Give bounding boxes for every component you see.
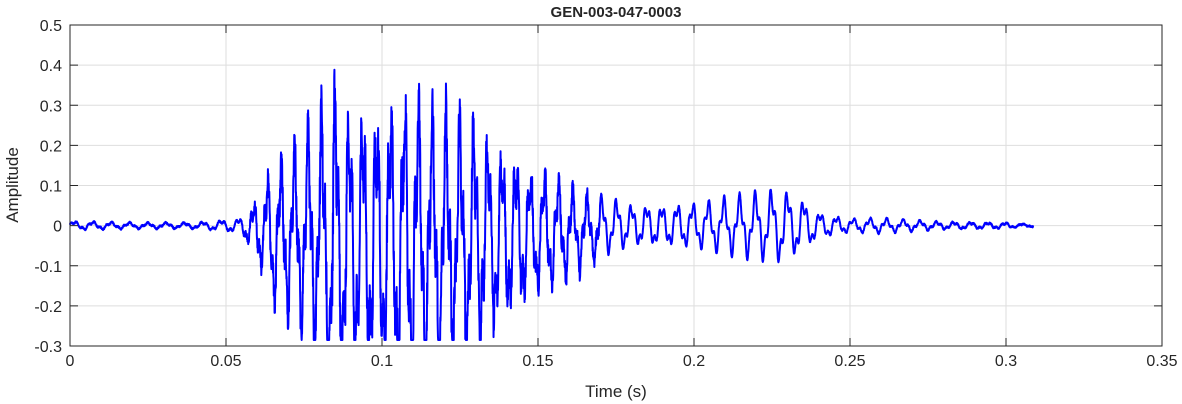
x-axis-label: Time (s) — [585, 382, 647, 401]
x-tick-label: 0.25 — [834, 353, 865, 370]
x-tick-label: 0.3 — [995, 353, 1017, 370]
x-tick-label: 0.2 — [683, 353, 705, 370]
y-tick-label: -0.1 — [34, 259, 62, 276]
y-tick-label: 0.5 — [40, 18, 62, 35]
x-tick-label: 0 — [66, 353, 75, 370]
chart-title: GEN-003-047-0003 — [551, 4, 682, 21]
x-tick-label: 0.05 — [210, 353, 241, 370]
y-tick-label: 0 — [53, 219, 62, 236]
series-line — [69, 68, 1035, 341]
y-tick-label: -0.2 — [34, 299, 62, 316]
y-tick-label: 0.1 — [40, 179, 62, 196]
x-tick-label: 0.1 — [371, 353, 393, 370]
axis-ticks: 0 0.05 0.1 0.15 0.2 0.25 0.3 0.35 -0.3 -0.2 -0.1 0 0… — [34, 18, 1177, 370]
y-tick-label: 0.4 — [40, 58, 62, 75]
x-tick-label: 0.35 — [1146, 353, 1177, 370]
y-tick-label: 0.3 — [40, 98, 62, 115]
series-layer — [69, 68, 1035, 341]
y-axis-label: Amplitude — [3, 147, 22, 223]
x-tick-label: 0.15 — [522, 353, 553, 370]
y-tick-label: 0.2 — [40, 138, 62, 155]
y-tick-label: -0.3 — [34, 339, 62, 356]
